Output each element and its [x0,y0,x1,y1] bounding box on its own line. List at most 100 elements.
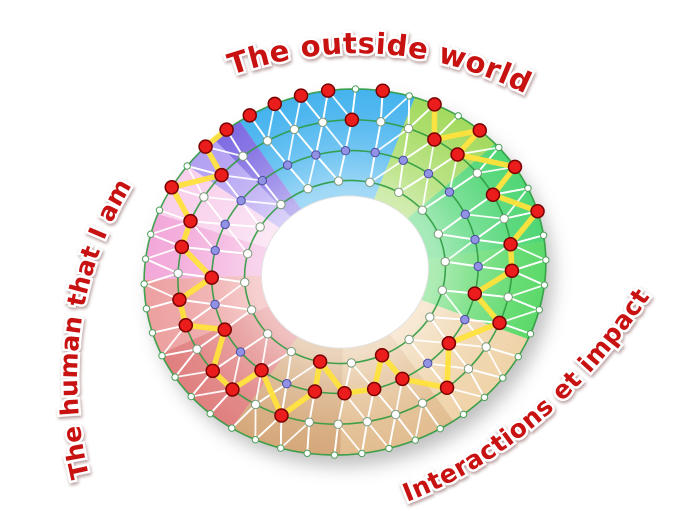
red-node [219,122,234,137]
mesh-line [397,172,430,194]
node-outer [411,436,419,444]
node-purple [460,314,470,325]
node-outer [526,330,535,338]
node-outer [142,305,151,313]
node-outer [147,230,155,238]
mesh-line [161,348,198,357]
node-inner [255,222,265,232]
mesh-line [444,238,476,263]
node-purple [236,196,246,206]
node-outer [405,92,413,100]
node-outer [228,424,236,432]
red-node [293,88,309,103]
red-node [174,239,190,255]
node-purple [473,261,483,272]
red-node [467,286,483,301]
mesh-line [239,332,269,353]
ring-outline-3 [243,179,447,365]
mesh-line [333,423,340,456]
mesh-line [266,139,289,167]
red-node [307,384,323,399]
mesh-line [214,303,253,311]
mesh-line [314,154,340,182]
mesh-line [214,249,249,255]
node-outer [171,373,179,381]
node-inner [437,285,448,295]
mesh-line [467,367,504,379]
red-node [530,203,545,219]
mesh-line [474,217,506,241]
yellow-segment [446,320,503,347]
red-node [312,354,328,369]
node-inner [246,305,257,315]
node-outer [303,449,311,457]
node-purple [340,146,351,156]
node-inner [365,177,375,188]
mesh-line [293,128,317,156]
mesh-line [321,121,347,152]
red-node [320,83,336,98]
yellow-segment [454,151,518,170]
node-ring1 [390,409,401,420]
node-purple [282,160,293,170]
node-outer [155,206,164,214]
red-node [504,263,520,278]
mesh-line [174,348,198,379]
node-outer [206,409,214,418]
mesh-line [337,149,347,182]
mesh-line [407,94,411,130]
mesh-line [507,284,546,299]
mesh-line [240,199,282,206]
node-purple [257,175,268,186]
mesh-line [388,413,397,450]
red-node [337,386,352,401]
node-purple [470,234,480,245]
node-outer [277,444,285,452]
yellow-segment [444,340,452,391]
mesh-line [261,179,282,206]
node-outer [330,451,339,459]
node-purple [423,168,434,179]
red-node [225,382,240,397]
node-purple [235,347,246,357]
mesh-line [467,367,486,399]
node-ring1 [318,117,328,128]
node-purple [422,358,433,369]
node-outer [535,306,543,314]
mesh-line [286,128,296,167]
mesh-line [242,155,264,182]
label-human-that-i-am: The human that I am [54,173,137,481]
mesh-line [240,199,262,228]
red-node [503,237,518,252]
red-node [395,371,410,387]
node-outer [540,281,549,289]
node-ring1 [199,192,209,202]
mesh-line [214,281,246,306]
node-purple [444,187,455,197]
node-outer [183,162,191,170]
red-node [183,213,198,229]
donut-diagram [140,83,550,459]
mesh-line [414,402,424,442]
red-node [164,180,179,195]
mesh-line [360,420,369,455]
mesh-line [224,223,262,228]
node-inner [425,312,435,322]
node-ring1 [499,214,509,224]
red-node [204,270,219,285]
red-node [507,159,523,175]
node-purple [210,299,220,310]
node-ring1 [376,117,386,127]
node-outer [539,231,548,239]
mesh-line [366,420,390,450]
node-outer [542,256,550,264]
mesh-line [507,296,541,311]
mesh-line [374,127,410,154]
node-ring1 [472,168,482,178]
mesh-line [421,172,430,212]
node-outer [454,112,462,120]
mesh-line [306,421,311,455]
node-purple [311,150,321,160]
